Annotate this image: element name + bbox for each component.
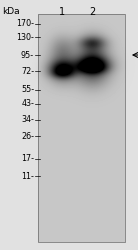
Text: 26-: 26- bbox=[21, 132, 34, 141]
Text: 11-: 11- bbox=[21, 172, 34, 181]
Text: 1: 1 bbox=[59, 7, 65, 17]
Text: 2: 2 bbox=[89, 7, 95, 17]
Text: 95-: 95- bbox=[21, 50, 34, 59]
Text: 43-: 43- bbox=[21, 99, 34, 108]
Text: 72-: 72- bbox=[21, 67, 34, 76]
Text: kDa: kDa bbox=[2, 7, 20, 16]
Bar bbox=[38, 14, 125, 242]
Text: 34-: 34- bbox=[21, 116, 34, 124]
Text: 130-: 130- bbox=[16, 32, 34, 42]
Text: 170-: 170- bbox=[16, 19, 34, 28]
Text: 17-: 17- bbox=[21, 154, 34, 163]
Text: 55-: 55- bbox=[21, 86, 34, 94]
